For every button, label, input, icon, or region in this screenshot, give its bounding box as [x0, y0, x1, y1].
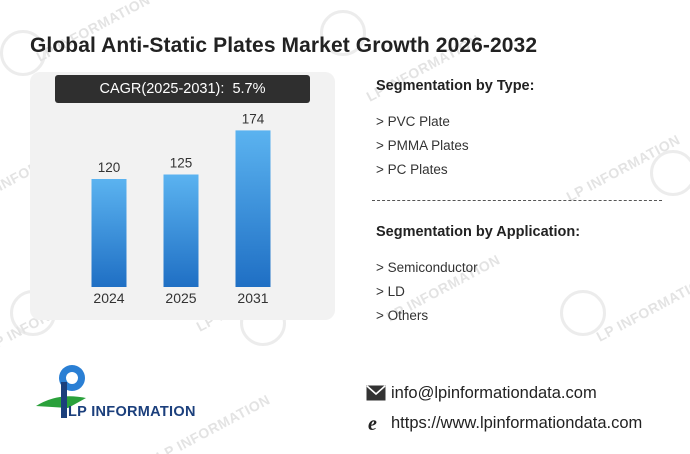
cagr-value: 5.7%	[232, 81, 266, 97]
application-segment-heading: Segmentation by Application:	[376, 224, 581, 240]
list-item: > LD	[376, 284, 405, 299]
website-link[interactable]: https://www.lpinformationdata.com	[391, 413, 643, 432]
website-contact[interactable]: e https://www.lpinformationdata.com	[366, 411, 642, 435]
bar-chart: 120 2024 125 2025 174 2031	[91, 111, 271, 306]
bar-2031	[235, 130, 271, 287]
email-contact[interactable]: info@lpinformationdata.com	[366, 381, 597, 405]
watermark: LP INFORMATION	[563, 131, 683, 205]
page-title: Global Anti-Static Plates Market Growth …	[30, 34, 538, 57]
svg-text:e: e	[368, 413, 377, 433]
data-label-2025: 125	[170, 156, 193, 171]
cagr-separator: :	[220, 81, 233, 97]
x-tick-label-2025: 2025	[165, 290, 196, 306]
email-link[interactable]: info@lpinformationdata.com	[391, 383, 597, 402]
list-item: > PMMA Plates	[376, 138, 469, 153]
list-item: > PC Plates	[376, 162, 448, 177]
envelope-icon	[366, 383, 386, 403]
list-item: > Semiconductor	[376, 260, 478, 275]
list-item: > Others	[376, 308, 429, 323]
cagr-badge: CAGR(2025-2031): 5.7%	[55, 75, 310, 103]
data-label-2024: 120	[98, 160, 121, 175]
x-tick-label-2024: 2024	[93, 290, 124, 306]
cagr-label: CAGR(2025-2031)	[99, 81, 221, 97]
list-item: > PVC Plate	[376, 114, 450, 129]
type-segment-list: > PVC Plate > PMMA Plates > PC Plates	[376, 110, 469, 182]
lp-information-logo	[36, 365, 86, 418]
bar-2025	[163, 174, 199, 287]
type-segment-heading: Segmentation by Type:	[376, 78, 535, 94]
bar-2024	[91, 179, 127, 287]
data-label-2031: 174	[242, 111, 265, 126]
logo-text: LP INFORMATION	[68, 404, 196, 420]
watermark: LP INFORMATION	[593, 271, 690, 345]
divider	[372, 200, 662, 201]
application-segment-list: > Semiconductor > LD > Others	[376, 256, 478, 328]
x-tick-label-2031: 2031	[237, 290, 268, 306]
internet-explorer-icon: e	[366, 413, 386, 433]
watermark-logo-icon	[650, 150, 690, 196]
watermark-logo-icon	[560, 290, 606, 336]
